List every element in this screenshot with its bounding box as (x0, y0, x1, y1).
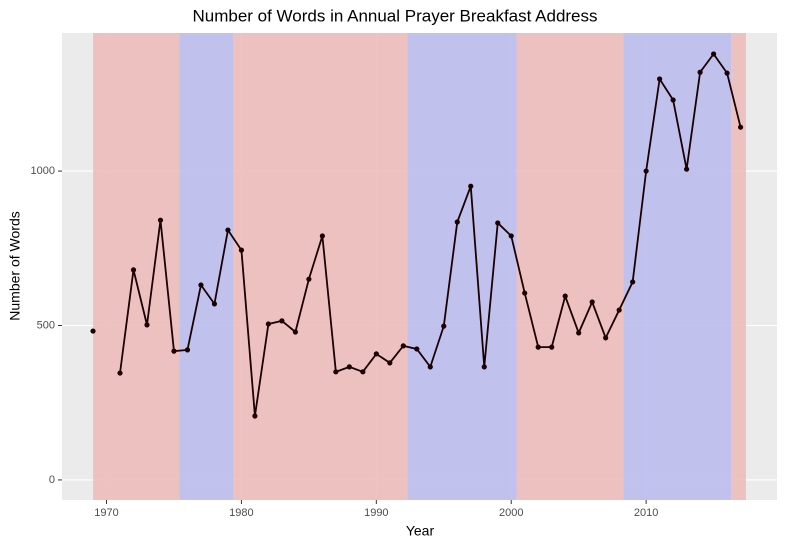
band (179, 33, 234, 500)
point (616, 307, 622, 313)
point (441, 323, 447, 329)
point (387, 360, 393, 366)
point (198, 282, 204, 288)
band (516, 33, 624, 500)
point (117, 370, 123, 376)
band (407, 33, 517, 500)
point (549, 344, 555, 350)
point (710, 51, 717, 57)
x-tick-label: 2000 (499, 507, 523, 519)
point (684, 166, 690, 172)
point (724, 70, 730, 76)
point (508, 233, 514, 239)
point (130, 267, 137, 273)
point (522, 290, 528, 296)
point (306, 276, 312, 282)
point (333, 369, 339, 375)
y-axis-title: Number of Words (7, 211, 23, 320)
point (252, 413, 258, 419)
point (360, 369, 366, 375)
y-tick-label: 500 (37, 319, 55, 331)
point (481, 364, 487, 370)
x-tick-label: 1990 (364, 507, 388, 519)
point (697, 69, 703, 75)
point (225, 227, 231, 233)
point (427, 364, 433, 370)
y-tick-label: 0 (49, 474, 55, 486)
band (623, 33, 732, 500)
point (468, 183, 474, 189)
point (630, 279, 636, 285)
point (265, 321, 272, 327)
point (400, 343, 406, 349)
point (184, 347, 191, 353)
point (737, 124, 744, 130)
point (238, 247, 245, 253)
point (157, 217, 164, 223)
x-tick-label: 2010 (634, 507, 658, 519)
x-axis-title: Year (406, 523, 435, 539)
point (562, 293, 568, 299)
point (144, 322, 150, 328)
point (211, 301, 218, 307)
point (171, 348, 177, 354)
band (93, 33, 180, 500)
point (373, 351, 379, 357)
point (657, 76, 663, 82)
band (731, 33, 746, 500)
point (279, 318, 285, 324)
y-tick-label: 1000 (31, 165, 55, 177)
point (589, 299, 595, 305)
point (90, 328, 96, 334)
point (346, 364, 352, 370)
point (319, 233, 325, 239)
x-tick-label: 1980 (229, 507, 253, 519)
point (495, 220, 501, 226)
band (233, 33, 408, 500)
x-tick-label: 1970 (94, 507, 118, 519)
point (603, 335, 609, 341)
point (670, 97, 676, 103)
point (292, 329, 298, 335)
point (576, 330, 582, 336)
point (414, 346, 420, 352)
point (643, 168, 649, 174)
point (535, 344, 541, 350)
chart-title: Number of Words in Annual Prayer Breakfa… (192, 6, 597, 25)
point (454, 219, 460, 225)
